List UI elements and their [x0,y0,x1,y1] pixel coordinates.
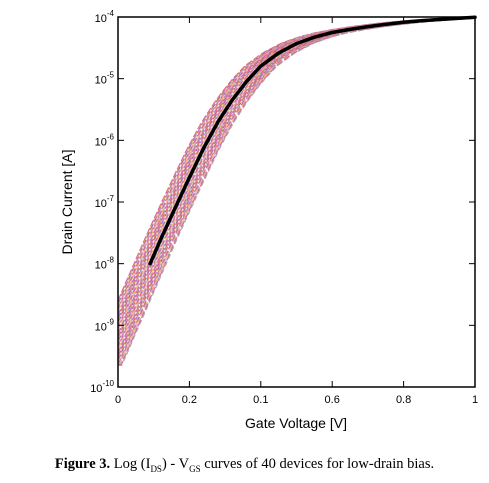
x-tick-label: 1 [472,394,478,406]
caption-part3: curves of 40 devices for low-drain bias. [200,456,435,472]
y-tick-label: 10-4 [95,9,115,25]
x-tick-label: 0 [115,394,121,406]
caption-sub2: GS [189,463,201,474]
device-curve [117,16,475,305]
chart: 10-10 10-9 10-8 10-7 10-6 10-5 10-4 0 0.2 0.1 0.6… [59,9,478,431]
device-curve [117,16,475,322]
device-curve [117,16,475,326]
device-curve [117,16,475,331]
y-axis: 10-10 10-9 10-8 10-7 10-6 10-5 10-4 [90,9,475,395]
device-curve [117,16,475,309]
figure-label: Figure 3. [54,456,111,472]
caption-sub1: DS [150,463,162,474]
device-curve [117,16,475,328]
device-curve [117,16,475,303]
x-tick-label: 0.8 [396,394,411,406]
y-tick-label: 10-10 [90,379,114,395]
x-axis-label: Gate Voltage [V] [245,415,347,431]
device-curve [117,16,476,343]
y-tick-label: 10-5 [95,71,115,87]
device-curve [117,16,475,314]
device-curve [117,16,475,301]
device-curve [117,16,476,333]
device-curve [117,16,476,337]
device-curve [117,16,475,320]
caption-part1: Log (I [110,456,151,472]
device-curve [117,16,475,330]
x-tick-label: 0.6 [325,394,340,406]
device-curves [117,16,476,367]
device-curve [117,16,475,324]
x-tick-label: 0.2 [182,394,197,406]
y-tick-label: 10-9 [95,317,115,333]
mean-curve [148,15,477,266]
y-tick-label: 10-6 [95,132,115,148]
device-curve [117,16,475,318]
device-curve [117,16,476,335]
x-tick-label: 0.1 [253,394,268,406]
caption-part2: ) - V [161,456,190,472]
device-curve [117,16,476,341]
x-axis: 0 0.2 0.1 0.6 0.8 1 [115,17,478,406]
figure-caption: Figure 3. Log (IDS) - VGS curves of 40 d… [0,456,489,474]
y-axis-label: Drain Current [A] [59,149,75,254]
device-curve [117,16,475,316]
device-curve [117,16,475,311]
device-curve [117,16,475,307]
y-tick-label: 10-7 [95,194,115,210]
device-curve [117,16,476,339]
y-tick-label: 10-8 [95,256,115,272]
device-curve [117,16,475,313]
